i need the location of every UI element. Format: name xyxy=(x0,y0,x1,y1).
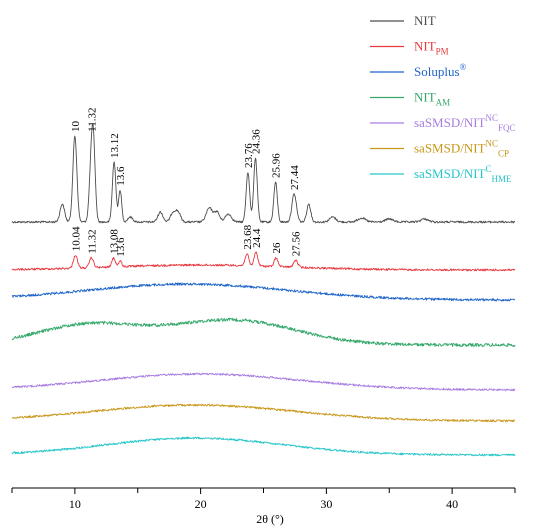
peak-label: 27.56 xyxy=(291,231,303,256)
peak-label: 27.44 xyxy=(289,165,301,190)
legend-label: NIT xyxy=(414,13,436,28)
x-tick-label: 10 xyxy=(69,497,81,511)
peak-label: 13.08 xyxy=(109,229,121,254)
x-tick-label: 20 xyxy=(195,497,207,511)
series-line xyxy=(11,403,516,423)
series-line xyxy=(11,282,516,302)
peak-label: 13.6 xyxy=(115,166,127,186)
legend-label: NITAM xyxy=(414,90,450,108)
series-line xyxy=(11,436,516,457)
x-tick-label: 30 xyxy=(320,497,332,511)
peak-label: 26 xyxy=(271,242,283,254)
legend-label: saSMSD/NITNCCP xyxy=(414,139,509,159)
series-line xyxy=(11,251,516,272)
legend-label: saSMSD/NITNCFQC xyxy=(414,113,516,133)
series-line xyxy=(11,317,516,348)
peak-label: 11.32 xyxy=(87,229,99,253)
legend: NIT NITPM Soluplus® NITAM saSMSD/NITNCFQC saS… xyxy=(370,13,516,184)
x-tick-label: 40 xyxy=(446,497,458,511)
peak-label: 25.96 xyxy=(271,153,283,178)
peak-label: 10.04 xyxy=(70,226,82,251)
legend-label: Soluplus® xyxy=(414,62,467,79)
peak-label: 11.32 xyxy=(87,108,99,132)
peak-label: 13.12 xyxy=(109,133,121,158)
peak-label: 23.76 xyxy=(243,143,255,168)
peak-label: 23.68 xyxy=(242,224,254,249)
peak-label: 10 xyxy=(70,121,82,133)
legend-label: saSMSD/NITCHME xyxy=(414,164,512,184)
series-line xyxy=(11,123,516,224)
series-line xyxy=(11,372,516,392)
x-axis-title: 2θ (°) xyxy=(256,512,284,526)
peak-label: 13.6 xyxy=(115,237,127,257)
peak-label: 24.36 xyxy=(251,129,263,154)
trace-layer xyxy=(11,123,516,457)
peak-label: 24.4 xyxy=(251,228,263,248)
x-ticks: 10 20 30 40 xyxy=(11,488,516,511)
legend-label: NITPM xyxy=(414,39,449,57)
